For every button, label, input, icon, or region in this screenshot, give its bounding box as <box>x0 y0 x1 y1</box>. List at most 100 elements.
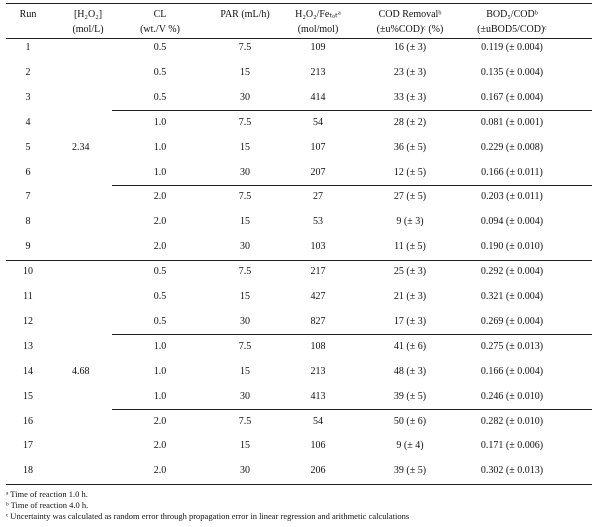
cell: 109 <box>310 42 326 53</box>
column-header: PAR (mL/h) <box>220 9 270 20</box>
cell: 7.5 <box>238 116 252 128</box>
cell: 0.292 (± 0.004) <box>480 266 544 278</box>
cell: 30 <box>240 315 250 327</box>
column-header: (±u%COD)ᶜ (%) <box>376 24 444 35</box>
cell: 17 (± 3) <box>393 315 427 327</box>
header-rule <box>6 38 592 39</box>
cell: 0.190 (± 0.010) <box>480 241 544 253</box>
cell: 4 <box>25 116 31 128</box>
cell: 39 (± 5) <box>393 465 427 477</box>
subgroup-rule <box>112 184 592 186</box>
cell: 108 <box>310 340 326 352</box>
cell: 13 <box>23 340 33 352</box>
cell: 0.282 (± 0.010) <box>480 415 544 427</box>
cell: 427 <box>310 291 326 302</box>
cell: 10 <box>23 266 33 278</box>
cell: 11 <box>23 291 33 302</box>
cell: 2.0 <box>153 465 167 477</box>
cell: 5 <box>25 141 31 153</box>
cell: 9 (± 3) <box>396 216 424 228</box>
cell: 1.0 <box>153 365 167 377</box>
cell: 12 (± 5) <box>393 166 427 178</box>
column-header: [H₂O₂] <box>73 9 103 20</box>
cell: 3 <box>25 91 31 103</box>
cell: 30 <box>240 91 250 103</box>
cell: 0.229 (± 0.008) <box>480 141 544 153</box>
cell: 206 <box>310 465 326 477</box>
column-header: (±uBOD5/COD)ᶜ <box>477 24 547 35</box>
cell: 0.275 (± 0.013) <box>480 340 544 352</box>
cell: 2.0 <box>153 440 167 452</box>
cell: 15 <box>240 66 250 78</box>
cell: 6 <box>25 166 31 178</box>
cell: 17 <box>23 440 33 452</box>
cell: 9 (± 4) <box>396 440 424 452</box>
group-label: 4.68 <box>72 365 90 377</box>
cell: 16 <box>23 415 33 427</box>
cell: 1.0 <box>153 166 167 178</box>
cell: 36 (± 5) <box>393 141 427 153</box>
cell: 2.0 <box>153 415 167 427</box>
cell: 0.203 (± 0.011) <box>481 191 543 203</box>
cell: 15 <box>240 141 250 153</box>
cell: 11 (± 5) <box>394 241 426 253</box>
column-header: COD Removalᵇ <box>378 9 442 20</box>
cell: 0.302 (± 0.013) <box>480 465 544 477</box>
cell: 0.5 <box>153 66 167 78</box>
cell: 7.5 <box>238 42 252 53</box>
cell: 54 <box>313 415 323 427</box>
cell: 1.0 <box>153 141 167 153</box>
cell: 0.246 (± 0.010) <box>480 390 544 402</box>
column-header: BOD₅/CODᵇ <box>486 9 538 20</box>
cell: 33 (± 3) <box>393 91 427 103</box>
cell: 413 <box>310 390 326 402</box>
cell: 0.269 (± 0.004) <box>480 315 544 327</box>
cell: 0.321 (± 0.004) <box>480 291 544 302</box>
cell: 16 (± 3) <box>393 42 427 53</box>
cell: 0.5 <box>153 266 167 278</box>
cell: 827 <box>310 315 326 327</box>
cell: 25 (± 3) <box>393 266 427 278</box>
cell: 217 <box>310 266 326 278</box>
cell: 103 <box>310 241 326 253</box>
cell: 12 <box>23 315 33 327</box>
cell: 15 <box>240 291 250 302</box>
subgroup-rule <box>112 334 592 336</box>
cell: 207 <box>310 166 326 178</box>
cell: 9 <box>25 241 31 253</box>
cell: 27 <box>313 191 323 203</box>
cell: 0.5 <box>153 42 167 53</box>
cell: 14 <box>23 365 33 377</box>
cell: 2.0 <box>153 241 167 253</box>
cell: 0.119 (± 0.004) <box>481 42 543 53</box>
subgroup-rule <box>112 409 592 411</box>
cell: 30 <box>240 241 250 253</box>
cell: 0.081 (± 0.001) <box>480 116 544 128</box>
cell: 0.5 <box>153 291 167 302</box>
cell: 27 (± 5) <box>393 191 427 203</box>
group-rule <box>6 259 592 261</box>
cell: 0.094 (± 0.004) <box>480 216 544 228</box>
cell: 1.0 <box>153 390 167 402</box>
cell: 0.166 (± 0.004) <box>480 365 544 377</box>
cell: 15 <box>23 390 33 402</box>
cell: 0.5 <box>153 91 167 103</box>
column-header: (mol/L) <box>72 24 104 35</box>
cell: 15 <box>240 216 250 228</box>
cell: 48 (± 3) <box>393 365 427 377</box>
footnote: ᶜ Uncertainty was calculated as random e… <box>6 510 410 521</box>
cell: 2 <box>25 66 31 78</box>
cell: 7.5 <box>238 415 252 427</box>
cell: 0.135 (± 0.004) <box>480 66 544 78</box>
cell: 0.166 (± 0.011) <box>481 166 543 178</box>
cell: 0.5 <box>153 315 167 327</box>
cell: 1.0 <box>153 116 167 128</box>
cell: 2.0 <box>153 191 167 203</box>
footnote: ᵃ Time of reaction 1.0 h. <box>6 488 88 499</box>
group-rule <box>6 483 592 485</box>
column-header: H₂O₂/Feₜₒₜᵃ <box>295 9 341 20</box>
cell: 23 (± 3) <box>393 66 427 78</box>
cell: 53 <box>313 216 323 228</box>
cell: 30 <box>240 390 250 402</box>
